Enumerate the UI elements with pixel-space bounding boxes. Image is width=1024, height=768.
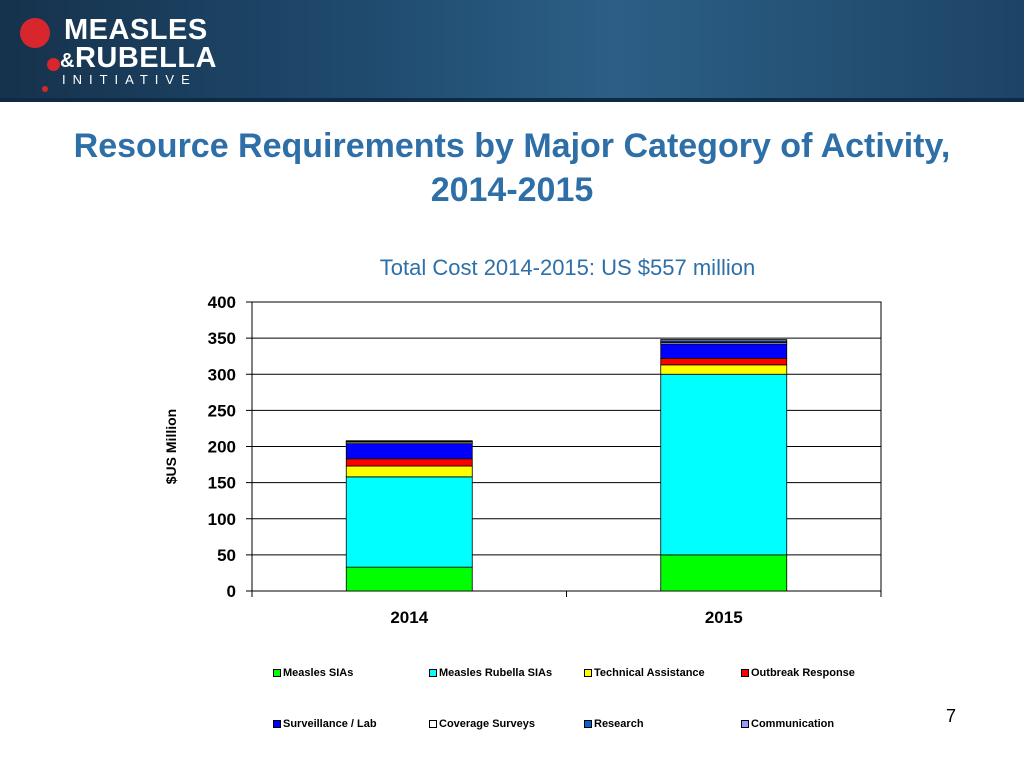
bar-segment — [660, 364, 788, 375]
logo-dot-small — [47, 58, 60, 71]
legend-swatch — [741, 669, 749, 677]
legend-label: Measles SIAs — [283, 667, 354, 679]
legend-item: Research — [584, 718, 644, 730]
y-tick-label: 300 — [208, 365, 236, 384]
legend-swatch — [429, 669, 437, 677]
legend-item: Measles Rubella SIAs — [429, 667, 552, 679]
chart-title: Total Cost 2014-2015: US $557 million — [379, 255, 756, 280]
bar-segment — [660, 357, 788, 366]
y-tick-label: 150 — [208, 474, 236, 493]
slide-title-line1: Resource Requirements by Major Category … — [73, 127, 951, 165]
logo-text-initiative: INITIATIVE — [62, 72, 197, 87]
logo-text-measles: MEASLES — [64, 14, 208, 46]
y-tick-label: 100 — [208, 510, 236, 529]
legend-swatch — [584, 720, 592, 728]
legend-label: Surveillance / Lab — [283, 718, 377, 730]
bar-segment — [345, 458, 473, 467]
logo-dot-tiny — [42, 86, 48, 92]
header-banner: MEASLES &RUBELLA INITIATIVE — [0, 0, 1024, 102]
legend-item: Measles SIAs — [273, 667, 353, 679]
bar-segment — [660, 373, 788, 556]
y-tick-label: 250 — [208, 401, 236, 420]
y-tick-label: 200 — [208, 438, 236, 457]
legend-swatch — [741, 720, 749, 728]
x-tick-label: 2014 — [390, 608, 428, 627]
legend-item: Communication — [741, 718, 834, 730]
bar-segment — [660, 343, 788, 359]
slide-title: Resource Requirements by Major Category … — [20, 124, 1004, 212]
logo-text-rubella: &RUBELLA — [60, 42, 217, 75]
logo-dot-large — [20, 18, 50, 48]
y-tick-label: 400 — [208, 293, 236, 312]
y-axis-label: $US Million — [163, 409, 179, 484]
legend-item: Outbreak Response — [741, 667, 855, 679]
bar-segment — [345, 476, 473, 568]
legend-label: Measles Rubella SIAs — [439, 667, 553, 679]
legend-swatch — [273, 669, 281, 677]
bar-segment — [345, 465, 473, 478]
bar-segment — [660, 554, 788, 592]
y-tick-label: 0 — [227, 582, 236, 601]
legend-swatch — [429, 720, 437, 728]
bar-segment — [345, 440, 473, 442]
legend-label: Coverage Surveys — [439, 718, 535, 730]
y-tick-label: 350 — [208, 329, 236, 348]
legend-label: Communication — [751, 718, 835, 730]
legend-item: Surveillance / Lab — [273, 718, 377, 730]
page-number: 7 — [946, 706, 957, 726]
legend-swatch — [584, 669, 592, 677]
legend-item: Technical Assistance — [584, 667, 705, 679]
bar-segment — [660, 339, 788, 342]
x-tick-label: 2015 — [705, 608, 743, 627]
y-tick-label: 50 — [217, 546, 236, 565]
legend-swatch — [273, 720, 281, 728]
bar-segment — [345, 566, 473, 592]
legend-label: Technical Assistance — [594, 667, 705, 679]
bar-segment — [345, 443, 473, 460]
slide-title-line2: 2014-2015 — [430, 171, 594, 209]
legend-item: Coverage Surveys — [429, 718, 535, 730]
legend-label: Research — [594, 718, 644, 730]
legend-label: Outbreak Response — [751, 667, 855, 679]
logo-text-rubella-word: RUBELLA — [74, 42, 217, 74]
logo-ampersand: & — [60, 50, 75, 72]
